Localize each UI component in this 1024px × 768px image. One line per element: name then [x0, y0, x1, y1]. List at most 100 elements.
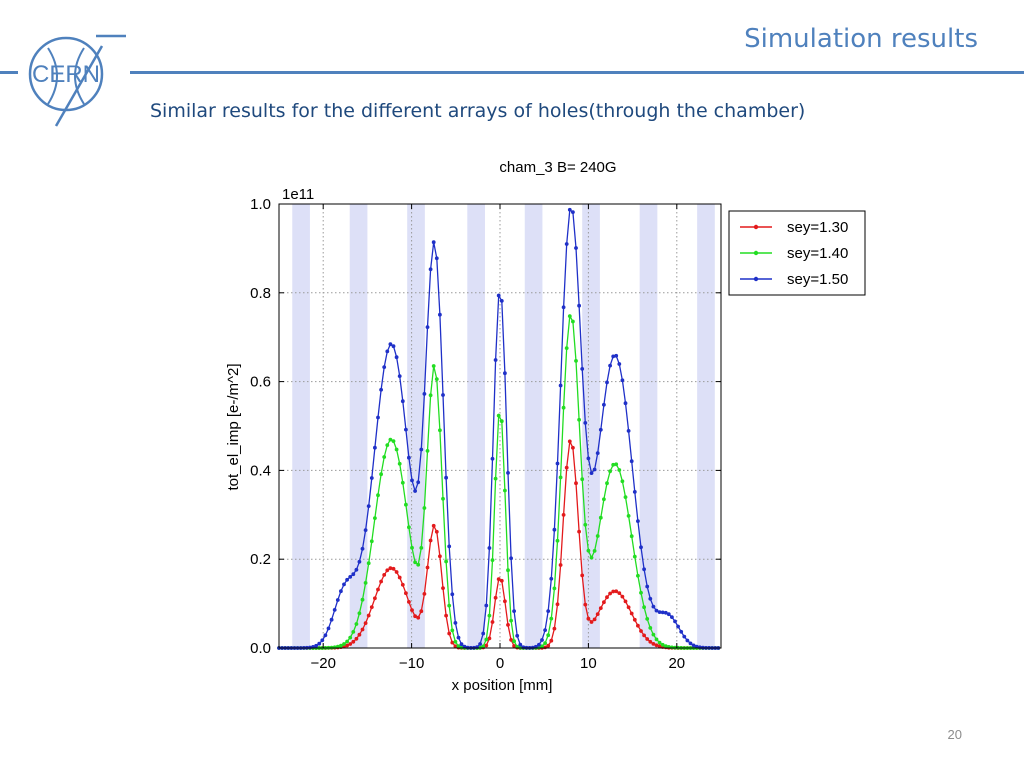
- data-point: [595, 451, 600, 455]
- data-point: [657, 610, 662, 614]
- data-point: [385, 443, 390, 447]
- data-point: [506, 471, 510, 475]
- data-point: [679, 629, 684, 634]
- data-point: [404, 591, 408, 596]
- data-point: [410, 608, 414, 612]
- data-point: [416, 480, 421, 485]
- data-point: [602, 402, 606, 407]
- data-point: [654, 637, 659, 642]
- data-point: [366, 613, 371, 618]
- data-point: [351, 639, 356, 644]
- data-point: [611, 354, 616, 359]
- data-point: [450, 592, 455, 597]
- data-point: [438, 312, 442, 317]
- data-point: [589, 471, 594, 475]
- data-point: [444, 613, 448, 618]
- data-point: [654, 608, 659, 613]
- data-point: [666, 612, 671, 617]
- data-point: [397, 461, 402, 466]
- data-point: [561, 305, 566, 310]
- data-point: [484, 643, 489, 648]
- data-point: [326, 626, 331, 631]
- data-point: [518, 642, 523, 647]
- data-point: [567, 207, 572, 212]
- data-point: [617, 468, 622, 472]
- data-point: [493, 476, 498, 481]
- y-tick-label: 1.0: [250, 196, 271, 213]
- data-point: [592, 617, 597, 622]
- data-point: [645, 584, 650, 589]
- data-point: [496, 577, 501, 581]
- data-point: [509, 638, 513, 642]
- data-point: [629, 611, 634, 616]
- data-point: [357, 632, 362, 637]
- data-point: [595, 612, 600, 616]
- data-point: [577, 303, 581, 308]
- data-point: [512, 609, 516, 613]
- data-point: [373, 596, 377, 601]
- data-point: [428, 267, 433, 272]
- legend-label: sey=1.40: [787, 245, 848, 262]
- data-point: [431, 240, 436, 245]
- data-point: [574, 359, 578, 363]
- data-point: [663, 644, 668, 648]
- y-tick-label: 0.6: [250, 374, 271, 391]
- data-point: [379, 387, 383, 392]
- data-point: [394, 447, 399, 452]
- data-point: [400, 582, 405, 587]
- data-point: [332, 608, 337, 612]
- data-point: [363, 581, 368, 585]
- x-tick-label: 10: [580, 655, 597, 672]
- data-point: [561, 513, 566, 517]
- data-point: [342, 642, 346, 646]
- data-point: [558, 475, 563, 480]
- data-point: [385, 349, 390, 354]
- data-point: [549, 638, 554, 643]
- data-point: [583, 602, 588, 607]
- data-point: [484, 637, 489, 642]
- header-rule: [0, 71, 1024, 74]
- data-point: [632, 490, 637, 494]
- x-tick-label: −20: [310, 655, 335, 672]
- data-point: [555, 538, 560, 543]
- data-point: [413, 560, 417, 565]
- data-point: [404, 427, 408, 432]
- data-point: [342, 582, 346, 587]
- data-point: [567, 314, 572, 318]
- data-point: [484, 603, 489, 608]
- data-point: [385, 568, 390, 573]
- slide-title: Simulation results: [744, 24, 978, 54]
- data-point: [595, 534, 600, 538]
- data-point: [320, 638, 325, 643]
- data-point: [447, 603, 452, 608]
- data-point: [651, 604, 656, 609]
- data-point: [431, 364, 436, 368]
- data-point: [351, 630, 356, 634]
- data-point: [425, 449, 430, 453]
- data-point: [493, 358, 498, 362]
- data-point: [598, 427, 603, 432]
- data-point: [639, 629, 643, 633]
- shaded-band: [582, 204, 600, 648]
- shaded-band: [292, 204, 310, 648]
- data-point: [645, 617, 650, 621]
- data-point: [577, 417, 581, 422]
- data-point: [564, 465, 569, 470]
- data-point: [682, 634, 687, 639]
- data-point: [431, 523, 436, 528]
- data-point: [670, 615, 674, 619]
- data-point: [605, 380, 609, 385]
- data-point: [651, 632, 656, 637]
- data-point: [620, 378, 625, 383]
- data-point: [636, 573, 640, 578]
- data-point: [574, 481, 578, 486]
- data-point: [503, 599, 507, 604]
- x-tick-label: 0: [496, 655, 504, 672]
- data-point: [487, 613, 492, 618]
- data-point: [546, 609, 551, 613]
- data-point: [379, 579, 383, 584]
- data-point: [552, 527, 557, 532]
- data-point: [602, 497, 606, 502]
- data-point: [503, 488, 507, 493]
